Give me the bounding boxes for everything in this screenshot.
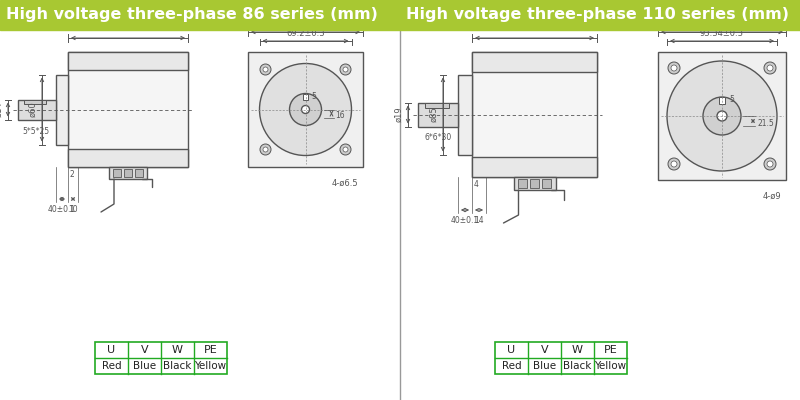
Text: V: V	[541, 345, 548, 355]
Text: 5*5*25: 5*5*25	[22, 126, 50, 136]
Text: 93.34±0.3: 93.34±0.3	[700, 29, 744, 38]
Text: 4: 4	[474, 180, 479, 189]
Bar	[303, 94, 308, 100]
Circle shape	[668, 62, 680, 74]
Circle shape	[260, 144, 271, 155]
Circle shape	[340, 64, 351, 75]
Bar	[425, 102, 449, 108]
Text: W: W	[172, 345, 183, 355]
Bar	[124, 169, 132, 177]
Text: Yellow: Yellow	[594, 361, 626, 371]
Circle shape	[717, 111, 727, 121]
Bar	[719, 97, 725, 104]
Text: 6*6*30: 6*6*30	[424, 134, 452, 142]
Text: 14: 14	[474, 216, 484, 225]
Text: 10: 10	[68, 205, 78, 214]
Text: Red: Red	[102, 361, 122, 371]
Bar	[68, 52, 188, 167]
Text: Black: Black	[163, 361, 192, 371]
Bar	[542, 179, 550, 188]
Bar	[248, 52, 363, 167]
Text: 5: 5	[729, 96, 734, 104]
Bar	[135, 169, 143, 177]
Circle shape	[340, 144, 351, 155]
Circle shape	[263, 147, 268, 152]
Bar	[68, 52, 188, 70]
Circle shape	[343, 147, 348, 152]
Bar	[95, 342, 227, 374]
Bar	[495, 342, 627, 374]
Bar	[400, 0, 800, 30]
Text: High voltage three-phase 110 series (mm): High voltage three-phase 110 series (mm)	[406, 8, 789, 22]
Text: U: U	[107, 345, 115, 355]
Bar	[458, 74, 472, 154]
Circle shape	[767, 65, 773, 71]
Bar	[56, 74, 68, 144]
Bar	[418, 102, 458, 126]
Text: 69.2±0.3: 69.2±0.3	[286, 29, 325, 38]
Circle shape	[668, 158, 680, 170]
Text: PE: PE	[204, 345, 218, 355]
Bar	[658, 52, 786, 180]
Bar	[472, 52, 597, 72]
Circle shape	[343, 67, 348, 72]
Bar	[518, 179, 526, 188]
Circle shape	[260, 64, 271, 75]
Text: Yellow: Yellow	[194, 361, 226, 371]
Circle shape	[703, 97, 741, 135]
Text: Blue: Blue	[533, 361, 556, 371]
Circle shape	[764, 62, 776, 74]
Circle shape	[764, 158, 776, 170]
Text: ø85: ø85	[429, 107, 438, 122]
Text: Red: Red	[502, 361, 522, 371]
Text: 110 Max: 110 Max	[704, 20, 740, 29]
Circle shape	[259, 64, 351, 156]
Text: L: L	[126, 23, 130, 33]
Circle shape	[671, 161, 677, 167]
Bar	[0, 0, 400, 30]
Text: 40±0.1: 40±0.1	[48, 205, 76, 214]
Text: ø14: ø14	[0, 102, 3, 117]
Text: 4-ø9: 4-ø9	[762, 192, 781, 201]
Text: 86 Max: 86 Max	[290, 20, 321, 29]
Circle shape	[671, 65, 677, 71]
Bar	[109, 167, 147, 179]
Circle shape	[290, 94, 322, 126]
Text: High voltage three-phase 86 series (mm): High voltage three-phase 86 series (mm)	[6, 8, 378, 22]
Bar	[18, 100, 56, 120]
Text: V: V	[141, 345, 148, 355]
Circle shape	[302, 106, 310, 114]
Text: W: W	[572, 345, 583, 355]
Bar	[530, 179, 538, 188]
Text: ø60: ø60	[28, 102, 37, 117]
Bar	[113, 169, 121, 177]
Circle shape	[667, 61, 777, 171]
Text: 5: 5	[311, 92, 316, 101]
Text: Black: Black	[563, 361, 592, 371]
Circle shape	[767, 161, 773, 167]
Text: 16: 16	[335, 111, 345, 120]
Bar	[68, 149, 188, 167]
Bar	[24, 100, 46, 104]
Text: ø19: ø19	[394, 107, 403, 122]
Bar	[472, 52, 597, 177]
Text: 40±0.1: 40±0.1	[451, 216, 479, 225]
Text: Blue: Blue	[133, 361, 156, 371]
Text: 4-ø6.5: 4-ø6.5	[331, 179, 358, 188]
Text: 2: 2	[70, 170, 74, 179]
Text: U: U	[507, 345, 515, 355]
Text: PE: PE	[604, 345, 618, 355]
Bar	[472, 157, 597, 177]
Text: L: L	[532, 23, 538, 33]
Text: 21.5: 21.5	[757, 118, 774, 128]
Bar	[514, 177, 555, 190]
Circle shape	[263, 67, 268, 72]
